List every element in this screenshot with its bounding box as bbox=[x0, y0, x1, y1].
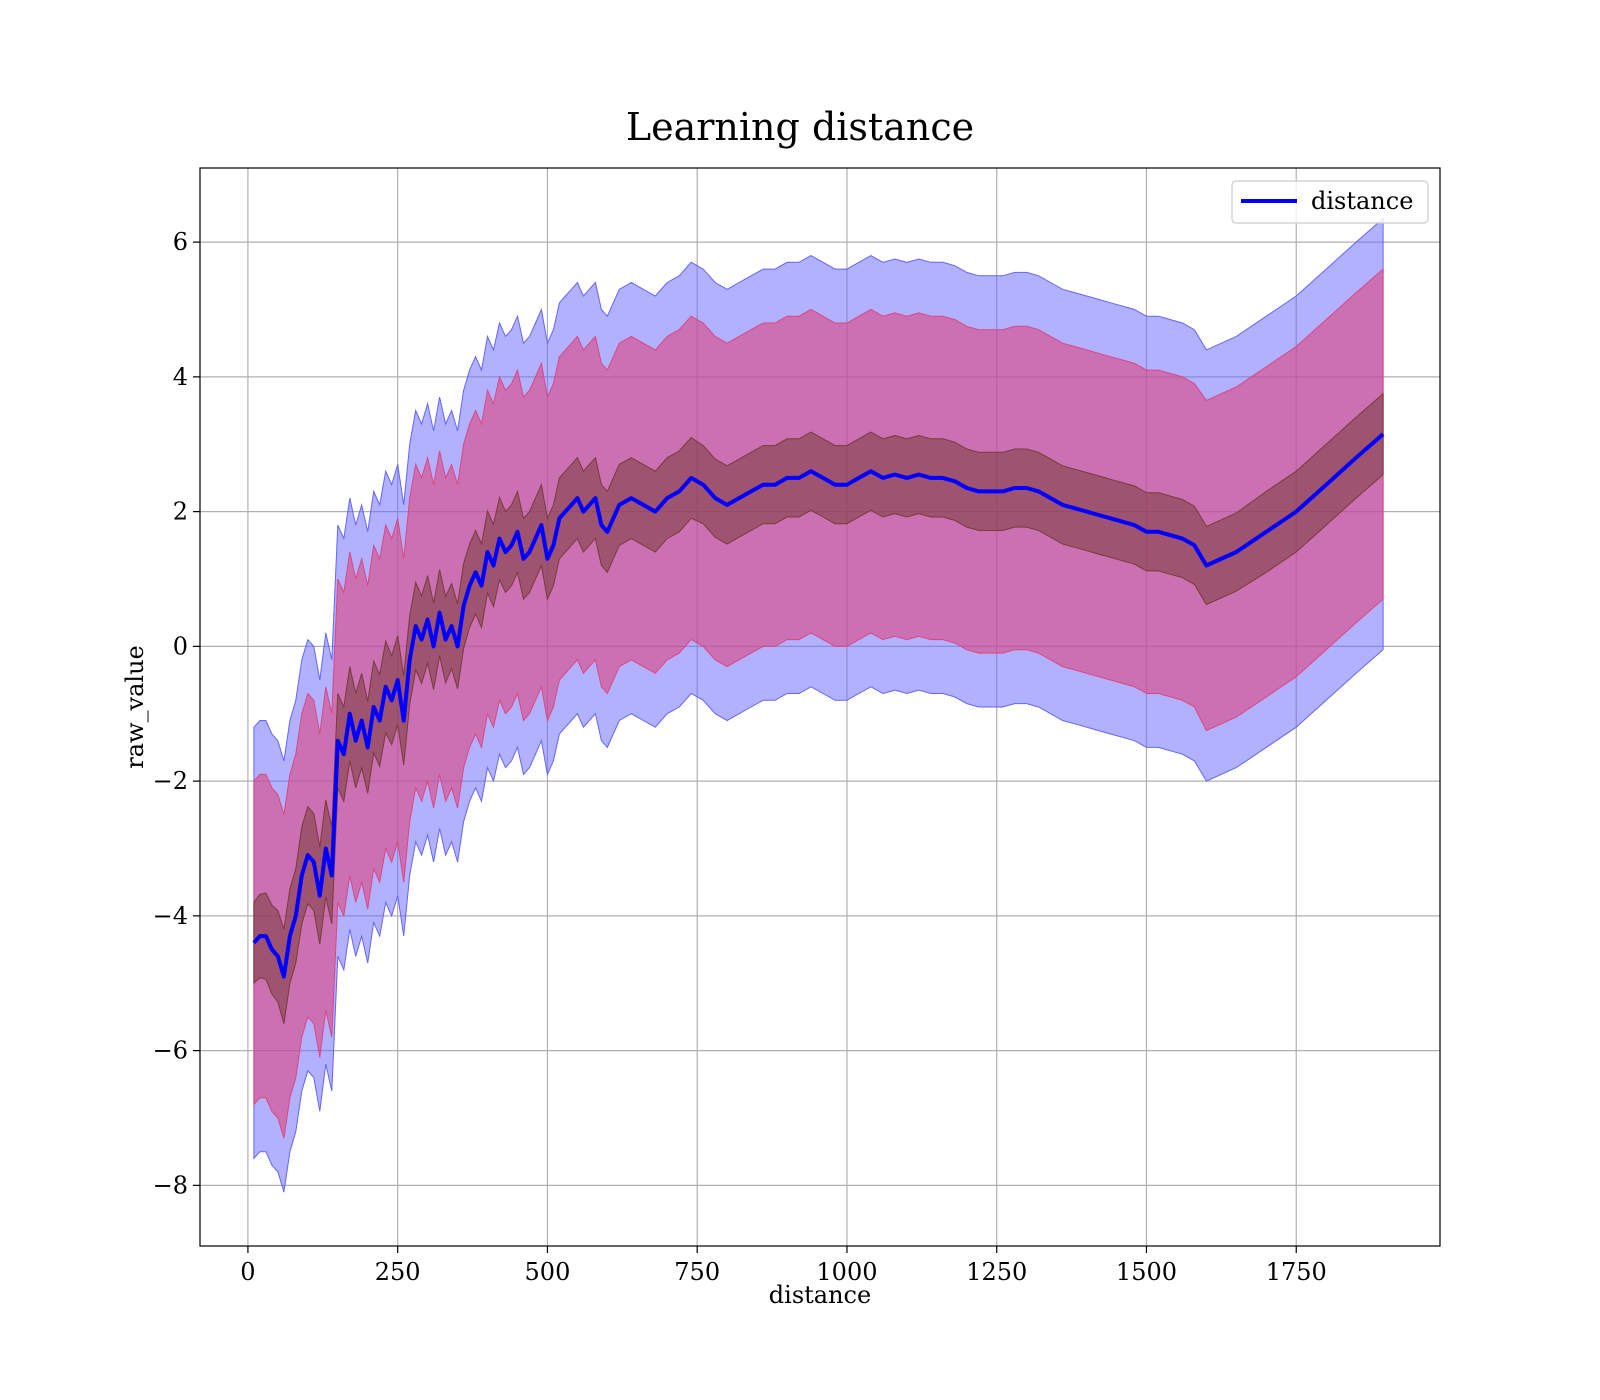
middle-confidence-band bbox=[253, 268, 1384, 1139]
y-tick-label: 2 bbox=[173, 498, 188, 526]
y-tick-label: 0 bbox=[173, 632, 188, 660]
legend-label-distance: distance bbox=[1311, 187, 1413, 215]
x-tick-label: 250 bbox=[375, 1258, 421, 1286]
y-tick-label: 6 bbox=[173, 228, 188, 256]
x-axis-label: distance bbox=[769, 1281, 871, 1309]
x-tick-label: 0 bbox=[240, 1258, 255, 1286]
x-tick-label: 1000 bbox=[816, 1258, 877, 1286]
inner-confidence-band bbox=[253, 392, 1384, 1024]
legend: distance bbox=[1231, 180, 1429, 224]
y-tick-label: −4 bbox=[153, 902, 188, 930]
y-tick-label: −6 bbox=[153, 1037, 188, 1065]
chart-title: Learning distance bbox=[626, 105, 974, 149]
series-line-layer bbox=[252, 432, 1385, 979]
x-tick-label: 1750 bbox=[1266, 1258, 1327, 1286]
x-tick-label: 500 bbox=[525, 1258, 571, 1286]
confidence-bands bbox=[253, 217, 1384, 1193]
y-axis-label: raw_value bbox=[121, 645, 149, 769]
series-line-distance bbox=[252, 432, 1385, 979]
y-tick-label: −8 bbox=[153, 1171, 188, 1199]
x-tick-label: 1250 bbox=[966, 1258, 1027, 1286]
x-tick-label: 750 bbox=[674, 1258, 720, 1286]
x-tick-label: 1500 bbox=[1116, 1258, 1177, 1286]
y-tick-label: 4 bbox=[173, 363, 188, 391]
legend-box bbox=[1231, 180, 1429, 224]
plot-frame bbox=[199, 167, 1441, 1247]
y-tick-label: −2 bbox=[153, 767, 188, 795]
tick-layer: 0 250 500 750 1000 1250 1500 1750 −8 −6 −4 −2 0 2 4 6 bbox=[153, 228, 1327, 1286]
